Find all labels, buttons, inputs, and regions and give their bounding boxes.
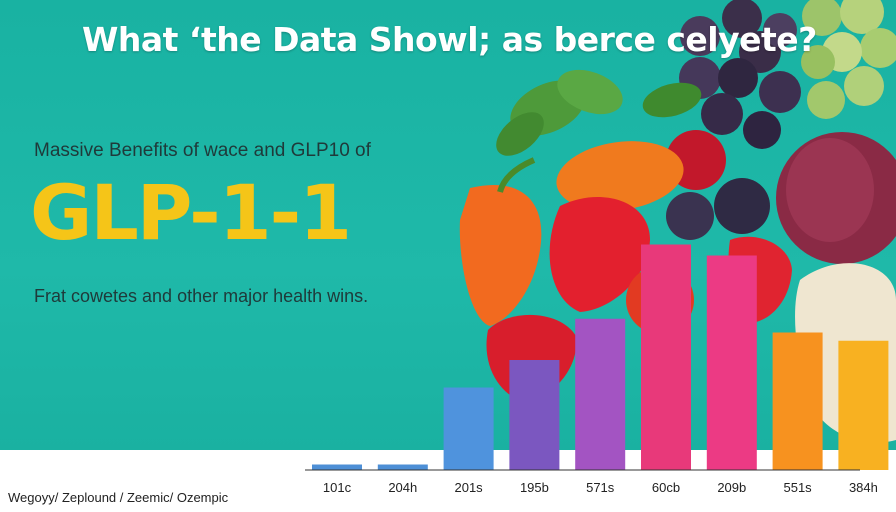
x-tick-label: 101c	[323, 480, 352, 495]
x-tick-label: 571s	[586, 480, 615, 495]
bar-9	[838, 340, 889, 470]
bar-6	[641, 244, 691, 470]
grapes-illustration	[679, 0, 801, 149]
bar-3	[443, 387, 494, 470]
x-tick-label: 201s	[454, 480, 483, 495]
red-onion-illustration	[776, 132, 896, 264]
x-tick-label: 209b	[717, 480, 746, 495]
bar-2	[377, 464, 428, 470]
x-tick-label: 384h	[849, 480, 878, 495]
bar-8	[772, 332, 823, 470]
bar-4	[509, 360, 560, 470]
gooseberries-illustration	[801, 0, 896, 119]
tagline: Frat cowetes and other major health wins…	[34, 286, 369, 306]
brand-list: Wegoyy/ Zeplound / Zeemic/ Ozempic	[8, 490, 229, 505]
headline: What ‘the Data Showl; as berce celyete?	[82, 20, 817, 59]
x-tick-label: 60cb	[652, 480, 680, 495]
blackberry-illustration	[666, 192, 714, 240]
bar-7	[706, 255, 757, 470]
herb-leaves-illustration	[496, 69, 702, 156]
x-tick-label: 195b	[520, 480, 549, 495]
x-tick-label: 551s	[783, 480, 812, 495]
x-tick-label: 204h	[388, 480, 417, 495]
subheading: Massive Benefits of wace and GLP10 of	[34, 140, 371, 161]
bar-5	[575, 318, 626, 470]
plum-illustration	[714, 178, 770, 234]
big-title: GLP-1-1	[30, 168, 352, 257]
bar-1	[312, 464, 362, 470]
pepper-left-illustration	[459, 157, 542, 326]
orange-pepper-illustration	[556, 141, 684, 211]
